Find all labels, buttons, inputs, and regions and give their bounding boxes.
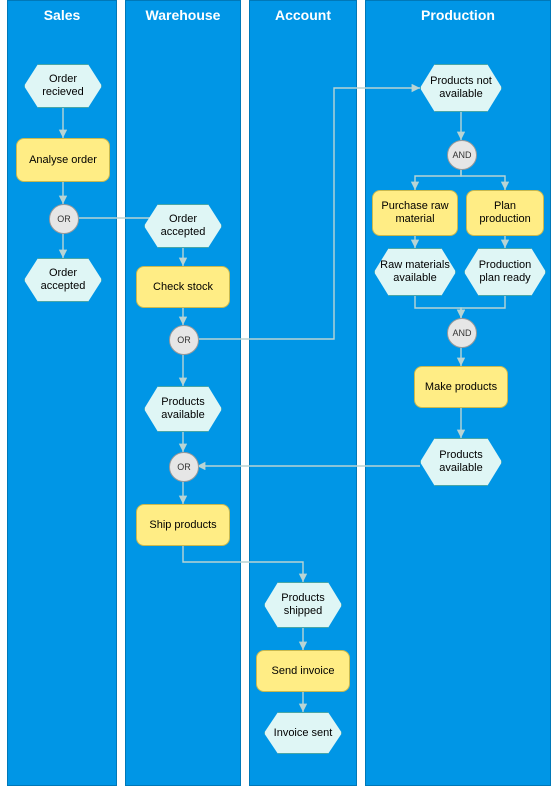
node-or_sales: OR (49, 204, 79, 234)
node-plan_ready: Production plan ready (464, 248, 546, 296)
node-or_wh1: OR (169, 325, 199, 355)
node-and1: AND (447, 140, 477, 170)
lane-title-production: Production (366, 1, 550, 33)
node-products_shipped: Products shipped (264, 582, 342, 628)
node-order_accepted_w: Order accepted (144, 204, 222, 248)
node-order_recieved: Order recieved (24, 64, 102, 108)
lane-sales: Sales (7, 0, 117, 786)
node-analyse_order: Analyse order (16, 138, 110, 182)
node-plan_production: Plan production (466, 190, 544, 236)
node-make_products: Make products (414, 366, 508, 408)
lane-title-warehouse: Warehouse (126, 1, 240, 33)
node-products_available_p: Products available (420, 438, 502, 486)
node-send_invoice: Send invoice (256, 650, 350, 692)
node-products_available_w: Products available (144, 386, 222, 432)
node-and2: AND (447, 318, 477, 348)
node-products_not_available: Products not available (420, 64, 502, 112)
node-ship_products: Ship products (136, 504, 230, 546)
node-order_accepted_s: Order accepted (24, 258, 102, 302)
node-raw_available: Raw materials available (374, 248, 456, 296)
node-invoice_sent: Invoice sent (264, 712, 342, 754)
lane-title-sales: Sales (8, 1, 116, 33)
node-or_wh2: OR (169, 452, 199, 482)
node-check_stock: Check stock (136, 266, 230, 308)
lane-title-account: Account (250, 1, 356, 33)
node-purchase_raw: Purchase raw material (372, 190, 458, 236)
